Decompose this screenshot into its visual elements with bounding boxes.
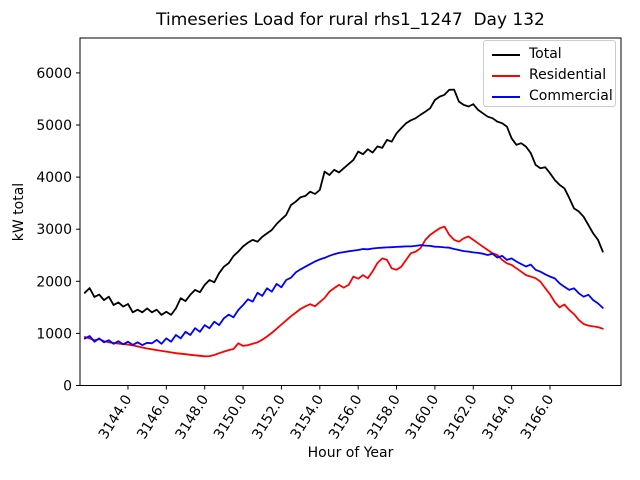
x-tick-label: 3162.0: [441, 392, 481, 442]
y-tick-label: 6000: [36, 66, 72, 82]
x-tick-label: 3152.0: [249, 392, 289, 442]
y-tick-label: 3000: [36, 222, 72, 238]
legend: Total Residential Commercial: [483, 40, 616, 107]
chart-title: Timeseries Load for rural rhs1_1247 Day …: [156, 10, 545, 30]
x-tick-label: 3158.0: [364, 392, 404, 442]
legend-item-commercial: Commercial: [484, 86, 615, 107]
legend-line-sample-commercial: [492, 95, 520, 98]
x-tick-label: 3166.0: [518, 392, 558, 442]
x-axis-label: Hour of Year: [307, 445, 394, 461]
series-line-residential: [83, 225, 604, 358]
axes-frame: [79, 37, 622, 386]
x-tick-label: 3156.0: [326, 392, 366, 442]
x-tick-label: 3146.0: [134, 392, 174, 442]
x-tick-label: 3164.0: [480, 392, 520, 442]
x-tick-label: 3144.0: [96, 392, 136, 442]
series-line-commercial: [83, 244, 604, 347]
y-tick-label: 2000: [36, 274, 72, 290]
x-tick-label: 3148.0: [173, 392, 213, 442]
legend-item-residential: Residential: [484, 65, 615, 86]
x-tick-label: 3154.0: [288, 392, 328, 442]
y-tick-label: 4000: [36, 170, 72, 186]
legend-item-total: Total: [484, 44, 615, 65]
legend-label-commercial: Commercial: [529, 88, 613, 104]
legend-label-total: Total: [529, 46, 562, 62]
y-axis-label: kW total: [11, 182, 27, 242]
y-tick-label: 0: [63, 379, 72, 395]
x-tick-label: 3160.0: [403, 392, 443, 442]
x-tick-label: 3150.0: [211, 392, 251, 442]
y-tick-label: 5000: [36, 118, 72, 134]
y-tick-label: 1000: [36, 326, 72, 342]
legend-line-sample-residential: [492, 74, 520, 77]
series-line-total: [83, 88, 604, 316]
legend-label-residential: Residential: [529, 67, 607, 83]
legend-line-sample-total: [492, 53, 520, 56]
